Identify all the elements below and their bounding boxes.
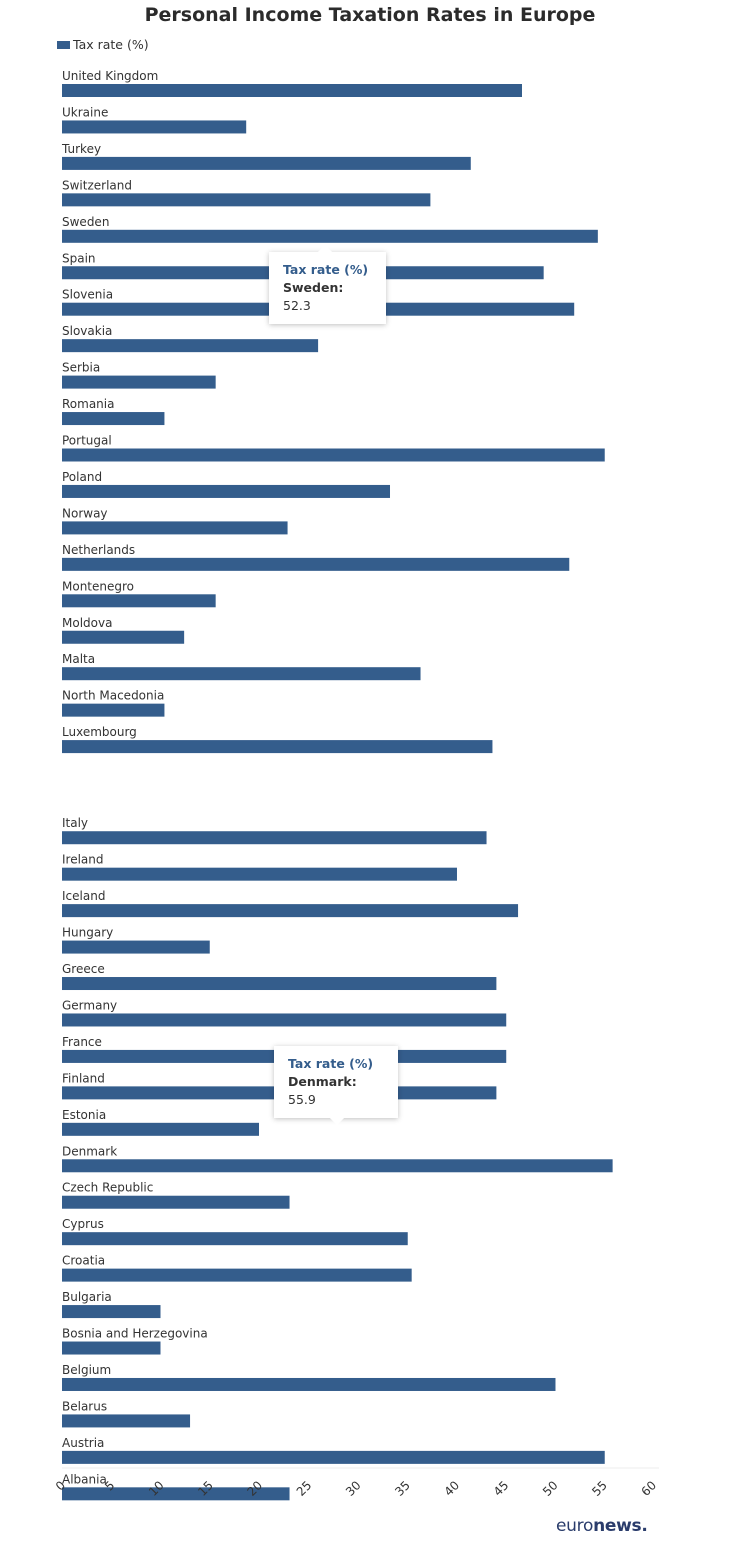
euronews-logo: euronews. [556, 1516, 648, 1536]
x-tick-label: 35 [392, 1478, 413, 1499]
x-tick-label: 50 [540, 1478, 561, 1499]
category-label: Iceland [62, 889, 105, 903]
category-label: Austria [62, 1436, 104, 1450]
bar-poland[interactable] [62, 484, 391, 498]
bar-malta[interactable] [62, 667, 421, 681]
bar-moldova[interactable] [62, 630, 185, 644]
category-label: Cyprus [62, 1217, 104, 1231]
category-label: Portugal [62, 434, 112, 448]
bar-montenegro[interactable] [62, 594, 216, 608]
category-label: Italy [62, 816, 88, 830]
category-label: Malta [62, 652, 95, 666]
bar-bulgaria[interactable] [62, 1305, 161, 1319]
category-label: Finland [62, 1071, 105, 1085]
category-label: Turkey [61, 142, 101, 156]
x-tick-label: 55 [589, 1478, 610, 1499]
bar-serbia[interactable] [62, 375, 216, 389]
category-label: Hungary [62, 926, 113, 940]
bar-czech-republic[interactable] [62, 1195, 290, 1209]
category-label: Denmark [62, 1144, 117, 1158]
bar-switzerland[interactable] [62, 193, 431, 207]
bar-estonia[interactable] [62, 1122, 259, 1136]
category-label: Montenegro [62, 579, 134, 593]
bar-cyprus[interactable] [62, 1232, 408, 1246]
bar-italy[interactable] [62, 831, 487, 845]
bar-slovakia[interactable] [62, 339, 319, 353]
legend-swatch [57, 40, 70, 49]
bar-greece[interactable] [62, 977, 497, 991]
bar-ireland[interactable] [62, 867, 457, 881]
category-label: Netherlands [62, 543, 135, 557]
bar-netherlands[interactable] [62, 557, 570, 571]
category-label: United Kingdom [62, 69, 158, 83]
bar-iceland[interactable] [62, 904, 519, 918]
x-tick-label: 45 [491, 1478, 512, 1499]
bar-denmark[interactable] [62, 1159, 613, 1173]
category-label: Belgium [62, 1363, 111, 1377]
legend-label: Tax rate (%) [73, 37, 149, 52]
x-tick-label: 60 [638, 1478, 659, 1499]
category-label: Switzerland [62, 178, 132, 192]
category-label: France [62, 1035, 102, 1049]
bar-belarus[interactable] [62, 1414, 191, 1428]
bar-luxembourg[interactable] [62, 740, 493, 754]
category-label: Bosnia and Herzegovina [62, 1327, 208, 1341]
category-label: Bulgaria [62, 1290, 112, 1304]
category-label: Greece [62, 962, 105, 976]
category-label: Germany [62, 998, 117, 1012]
bar-north-macedonia[interactable] [62, 703, 165, 717]
category-label: Moldova [62, 616, 112, 630]
category-label: Romania [62, 397, 114, 411]
bar-hungary[interactable] [62, 940, 210, 954]
bar-germany[interactable] [62, 1013, 507, 1027]
category-label: Belarus [62, 1399, 107, 1413]
category-label: Czech Republic [62, 1181, 153, 1195]
category-label: Poland [62, 470, 102, 484]
category-label: Slovenia [62, 288, 113, 302]
category-label: Spain [62, 251, 96, 265]
chart-title: Personal Income Taxation Rates in Europe [144, 4, 596, 26]
bar-ukraine[interactable] [62, 120, 247, 134]
category-label: Norway [62, 506, 108, 520]
bar-norway[interactable] [62, 521, 288, 535]
category-label: Ireland [62, 853, 104, 867]
category-label: Estonia [62, 1108, 106, 1122]
legend-item[interactable]: Tax rate (%) [57, 37, 149, 52]
category-label: Luxembourg [62, 725, 137, 739]
bar-bosnia-and-herzegovina[interactable] [62, 1341, 161, 1355]
bar-croatia[interactable] [62, 1268, 412, 1282]
bar-sweden[interactable] [62, 229, 598, 243]
category-label: Sweden [62, 215, 109, 229]
bar-turkey[interactable] [62, 156, 471, 170]
bar-austria[interactable] [62, 1450, 605, 1464]
bar-belgium[interactable] [62, 1377, 556, 1391]
x-tick-label: 30 [343, 1478, 364, 1499]
bar-albania[interactable] [62, 1487, 290, 1501]
tooltip-denmark: Tax rate (%) Denmark: 55.9 [274, 1046, 398, 1126]
bar-portugal[interactable] [62, 448, 605, 462]
bar-united-kingdom[interactable] [62, 84, 522, 97]
category-label: Albania [62, 1472, 107, 1486]
bar-romania[interactable] [62, 412, 165, 426]
category-label: North Macedonia [62, 689, 164, 703]
category-label: Ukraine [62, 105, 108, 119]
category-label: Serbia [62, 361, 100, 375]
tooltip-sweden: Tax rate (%) Sweden: 52.3 [269, 244, 386, 324]
x-tick-label: 40 [441, 1478, 462, 1499]
x-tick-label: 25 [294, 1478, 315, 1499]
category-label: Croatia [62, 1254, 105, 1268]
category-label: Slovakia [62, 324, 112, 338]
